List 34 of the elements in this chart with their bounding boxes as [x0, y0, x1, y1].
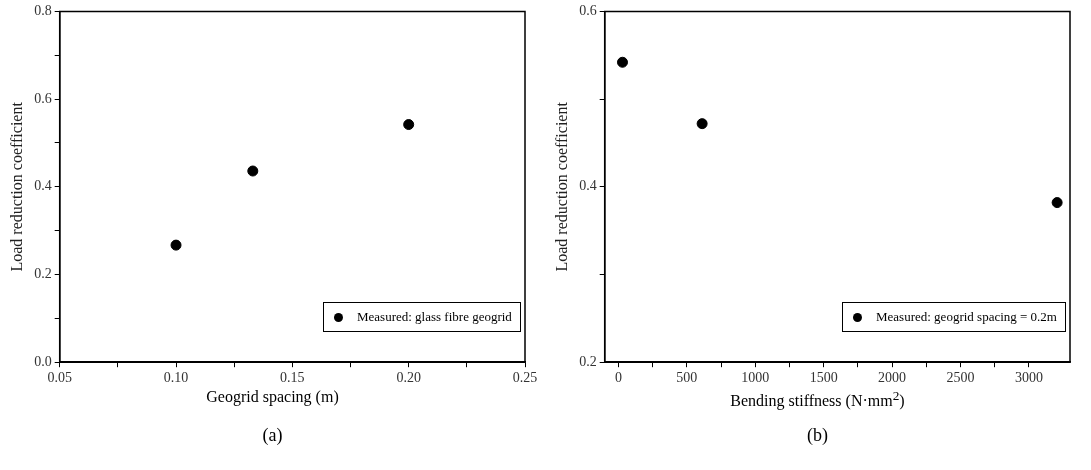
x-tick-label: 1000 [741, 370, 770, 386]
x-tick-label: 0.25 [512, 370, 538, 386]
point [1051, 197, 1063, 209]
x-tick-label: 0.05 [47, 370, 72, 386]
y-axis-title: Load reduction coefficient [7, 101, 25, 272]
point [696, 118, 708, 130]
y-tick-label: 0.6 [34, 90, 52, 106]
x-tick-label: 2000 [878, 370, 907, 386]
legend-label: Measured: geogrid spacing = 0.2m [876, 309, 1057, 326]
y-tick-label: 0.0 [34, 353, 52, 369]
y-tick-label: 0.8 [34, 3, 52, 19]
x-axis-title: Bending stiffness (N·mm$^{2}$) [729, 388, 906, 411]
x-tick-label: 0.20 [396, 370, 421, 386]
text: (b) [806, 425, 829, 446]
x-tick-label: 0.15 [280, 370, 305, 386]
y-tick-label: 0.6 [579, 3, 597, 19]
x-tick-label: 2500 [946, 370, 975, 386]
x-tick-label: 500 [676, 370, 698, 386]
y-tick-label: 0.4 [34, 178, 52, 194]
y-axis-title: Load reduction coefficient [552, 101, 570, 272]
point [170, 239, 182, 251]
x-axis-title: Geogrid spacing (m) [205, 388, 340, 406]
text: (a) [261, 425, 284, 446]
x-tick-label: 1500 [809, 370, 838, 386]
y-tick-label: 0.2 [34, 266, 52, 282]
point [616, 56, 628, 68]
point [403, 119, 415, 131]
legend-label: Measured: glass fibre geogrid [357, 309, 512, 326]
x-tick-label: 0 [614, 370, 622, 386]
y-tick-label: 0.2 [579, 353, 597, 369]
x-tick-label: 0.10 [163, 370, 189, 386]
point [247, 165, 259, 177]
y-tick-label: 0.4 [579, 178, 597, 194]
x-tick-label: 3000 [1014, 370, 1043, 386]
